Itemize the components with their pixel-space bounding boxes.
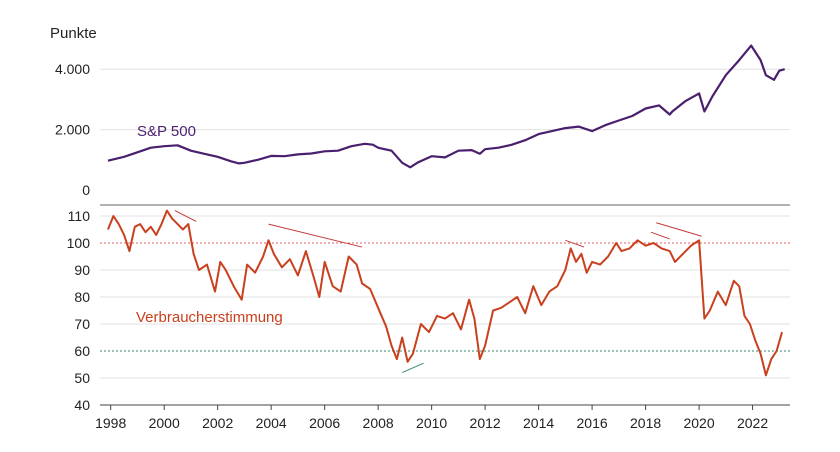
x-tick-label: 2010 — [416, 415, 447, 431]
sentiment-series-label: Verbraucherstimmung — [136, 309, 283, 326]
x-tick-label: 2022 — [737, 415, 768, 431]
x-tick-label: 2020 — [683, 415, 714, 431]
trend-segment — [268, 223, 363, 248]
x-tick-label: 2008 — [363, 415, 394, 431]
bottom-y-tick-label: 80 — [74, 289, 90, 305]
bottom-y-tick-label: 50 — [74, 370, 90, 386]
x-tick-label: 2000 — [149, 415, 180, 431]
x-tick-label: 2004 — [256, 415, 287, 431]
x-tick-label: 2012 — [470, 415, 501, 431]
bottom-y-tick-label: 60 — [74, 343, 90, 359]
sentiment-line — [107, 209, 783, 377]
top-chart-unit-label: Punkte — [50, 25, 97, 42]
sp500-series-label: S&P 500 — [137, 123, 196, 140]
trend-segment — [565, 239, 585, 248]
consumer-sentiment-panel: 110 100 90 80 70 60 50 40 1998 2000 2002 2004 2006 20… — [67, 208, 790, 431]
x-tick-label: 2006 — [309, 415, 340, 431]
bottom-y-tick-label: 90 — [74, 262, 90, 278]
trend-segment — [174, 210, 197, 222]
top-y-tick-label: 0 — [82, 182, 90, 198]
trend-segment — [656, 222, 702, 237]
x-tick-label: 2018 — [630, 415, 661, 431]
sp500-line — [107, 44, 785, 169]
bottom-y-tick-label: 40 — [74, 397, 90, 413]
trend-segment — [650, 231, 670, 240]
top-y-tick-label: 2.000 — [55, 122, 90, 138]
sp500-panel: 4.000 2.000 0 — [55, 44, 790, 198]
bottom-y-tick-label: 70 — [74, 316, 90, 332]
bottom-y-tick-label: 100 — [67, 235, 91, 251]
x-tick-label: 2014 — [523, 415, 554, 431]
bottom-y-tick-label: 110 — [68, 208, 91, 224]
x-tick-label: 2002 — [202, 415, 233, 431]
x-tick-label: 1998 — [95, 415, 126, 431]
x-tick-label: 2016 — [577, 415, 608, 431]
top-y-tick-label: 4.000 — [55, 61, 90, 77]
trend-segment — [402, 362, 424, 374]
